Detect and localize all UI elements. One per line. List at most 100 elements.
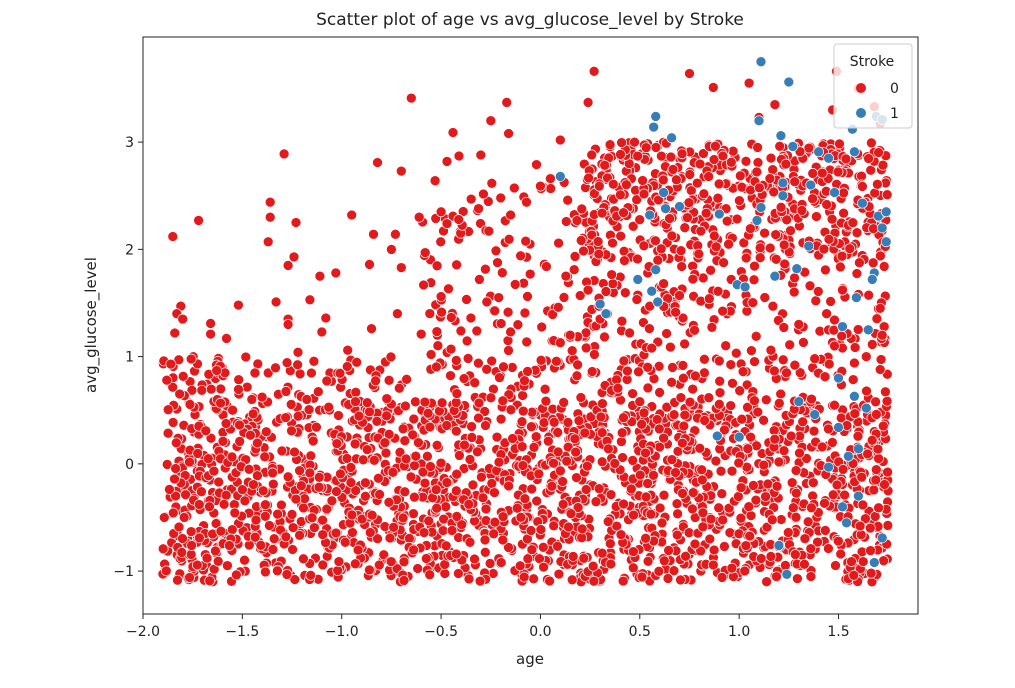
data-point-stroke-0 [339,536,351,548]
data-point-stroke-0 [380,447,392,459]
data-point-stroke-0 [517,390,528,401]
data-point-stroke-0 [554,134,566,146]
data-point-stroke-0 [201,552,213,564]
data-point-stroke-0 [621,179,632,191]
data-point-stroke-0 [580,484,592,495]
data-point-stroke-0 [431,439,443,451]
data-point-stroke-0 [475,149,487,161]
data-point-stroke-0 [827,489,839,501]
data-point-stroke-0 [364,259,375,270]
data-point-stroke-0 [441,218,453,229]
data-point-stroke-0 [640,532,651,544]
data-point-stroke-0 [604,139,616,151]
data-point-stroke-0 [738,237,750,249]
data-point-stroke-0 [292,346,304,358]
data-point-stroke-0 [852,430,864,442]
data-point-stroke-0 [526,544,538,556]
data-point-stroke-1 [755,202,767,213]
data-point-stroke-0 [707,559,719,571]
data-point-stroke-0 [272,565,283,577]
data-point-stroke-1 [866,274,878,285]
data-point-stroke-0 [480,263,491,275]
data-point-stroke-0 [260,426,272,438]
data-point-stroke-0 [419,396,431,408]
data-point-stroke-0 [287,544,298,555]
data-point-stroke-0 [511,502,523,514]
data-point-stroke-1 [793,396,805,407]
data-point-stroke-0 [785,430,797,442]
data-point-stroke-0 [575,235,587,246]
data-point-stroke-1 [805,179,817,191]
data-point-stroke-0 [698,148,709,159]
data-point-stroke-0 [656,517,668,529]
data-point-stroke-0 [593,180,605,192]
data-point-stroke-0 [469,377,481,389]
data-point-stroke-0 [743,501,755,513]
data-point-stroke-0 [515,250,526,262]
data-point-stroke-0 [259,510,271,522]
data-point-stroke-0 [461,335,473,347]
data-point-stroke-0 [868,484,880,496]
data-point-stroke-0 [378,549,390,561]
data-point-stroke-0 [854,520,866,532]
data-point-stroke-0 [424,569,436,581]
data-point-stroke-0 [519,307,531,319]
data-point-stroke-0 [571,370,583,382]
data-point-stroke-0 [835,261,846,273]
data-point-stroke-0 [723,238,734,250]
data-point-stroke-0 [802,516,814,528]
data-point-stroke-0 [642,478,653,489]
data-point-stroke-0 [719,424,730,436]
data-point-stroke-0 [262,236,274,248]
data-point-stroke-0 [212,555,224,567]
data-point-stroke-0 [423,515,435,527]
data-point-stroke-0 [314,270,326,282]
data-point-stroke-0 [780,560,791,571]
data-point-stroke-0 [851,227,863,239]
data-point-stroke-0 [875,354,887,365]
data-point-stroke-0 [789,359,801,371]
data-point-stroke-0 [164,484,175,495]
data-point-stroke-0 [600,286,612,297]
data-point-stroke-1 [674,201,685,212]
data-point-stroke-0 [440,501,452,513]
data-point-stroke-0 [599,159,611,171]
data-point-stroke-0 [773,397,785,409]
data-point-stroke-0 [323,401,335,413]
data-point-stroke-0 [593,483,605,495]
data-point-stroke-0 [573,415,585,427]
data-point-stroke-0 [596,456,608,468]
data-point-stroke-0 [857,499,869,511]
data-point-stroke-0 [535,524,547,535]
data-point-stroke-0 [654,502,666,514]
data-point-stroke-0 [619,255,630,266]
data-point-stroke-0 [564,329,576,341]
data-point-stroke-0 [317,529,329,540]
data-point-stroke-0 [771,571,782,582]
data-point-stroke-0 [699,367,710,379]
data-point-stroke-0 [473,397,485,409]
data-point-stroke-0 [364,527,376,538]
data-point-stroke-0 [870,464,882,476]
data-point-stroke-0 [280,412,292,423]
data-point-stroke-0 [682,212,693,223]
data-point-stroke-0 [436,306,447,318]
data-point-stroke-0 [706,321,718,333]
data-point-stroke-0 [778,239,790,251]
data-point-stroke-0 [821,308,832,320]
data-point-stroke-0 [205,318,216,329]
data-point-stroke-0 [823,358,835,370]
data-point-stroke-0 [167,231,179,242]
data-point-stroke-0 [451,511,463,522]
data-point-stroke-0 [571,472,582,483]
data-point-stroke-0 [834,138,845,150]
data-point-stroke-0 [557,476,568,487]
data-point-stroke-0 [477,492,489,504]
data-point-stroke-0 [634,214,646,226]
data-point-stroke-0 [679,222,691,234]
data-point-stroke-0 [364,406,375,418]
data-point-stroke-0 [575,392,587,403]
data-point-stroke-0 [384,532,396,544]
data-point-stroke-0 [671,174,682,186]
data-point-stroke-0 [503,345,514,356]
